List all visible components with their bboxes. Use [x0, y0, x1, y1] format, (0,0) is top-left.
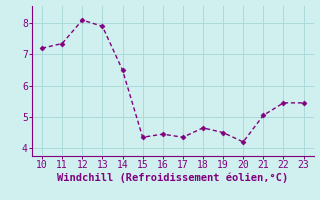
X-axis label: Windchill (Refroidissement éolien,°C): Windchill (Refroidissement éolien,°C) — [57, 173, 288, 183]
